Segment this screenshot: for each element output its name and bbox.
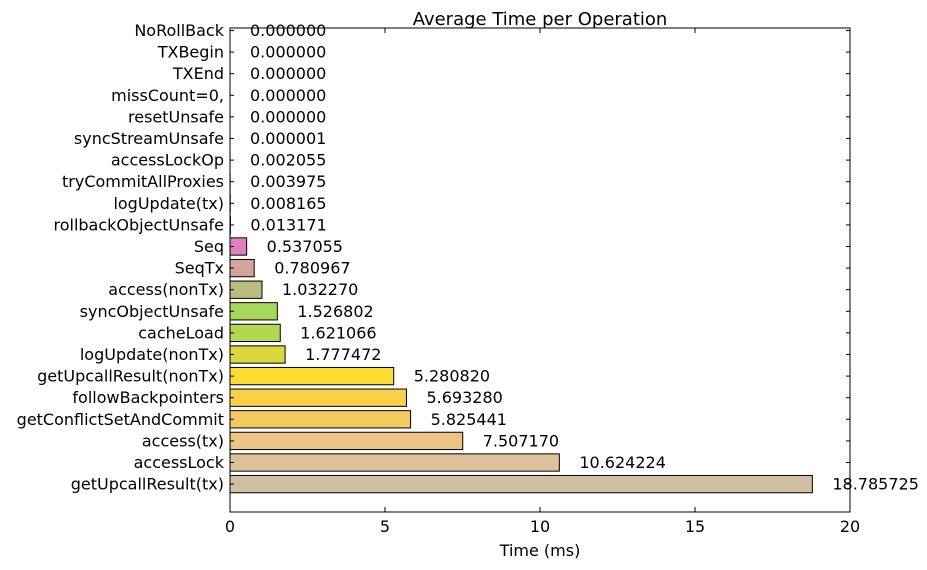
x-tick-label: 15	[685, 517, 705, 536]
value-label: 0.000000	[250, 64, 326, 83]
category-label: getUpcallResult(nonTx)	[37, 367, 224, 386]
bar	[229, 431, 464, 451]
category-label: accessLockOp	[111, 151, 224, 170]
bar	[229, 345, 286, 364]
value-label: 0.003975	[250, 172, 326, 191]
value-label: 7.507170	[483, 431, 559, 450]
value-label: 18.785725	[832, 475, 919, 494]
bar	[229, 366, 395, 386]
bar	[229, 410, 412, 429]
x-tick-label: 0	[225, 517, 235, 536]
bar	[229, 388, 407, 407]
category-label: access(nonTx)	[108, 280, 224, 299]
category-label: syncStreamUnsafe	[74, 129, 224, 148]
category-label: logUpdate(nonTx)	[80, 345, 224, 364]
category-label: accessLock	[134, 453, 225, 472]
category-label: TXBegin	[157, 43, 224, 62]
value-labels: 0.000000 0.000000 0.000000 0.000000 0.000000…	[250, 21, 919, 494]
category-label: logUpdate(tx)	[113, 194, 224, 213]
bar	[229, 302, 278, 321]
category-label: cacheLoad	[138, 323, 224, 342]
x-axis: 0 5 10 15 20	[225, 28, 860, 536]
category-label: resetUnsafe	[128, 107, 224, 126]
x-tick-label: 20	[840, 517, 860, 536]
value-label: 0.000000	[250, 107, 326, 126]
value-label: 0.537055	[267, 237, 343, 256]
value-label: 5.280820	[414, 367, 490, 386]
category-label: TXEnd	[172, 64, 224, 83]
value-label: 5.825441	[431, 410, 507, 429]
value-label: 0.780967	[274, 259, 350, 278]
bar	[229, 323, 281, 343]
value-label: 0.000000	[250, 43, 326, 62]
bars-group	[229, 150, 813, 494]
category-label: access(tx)	[142, 431, 224, 450]
value-label: 0.008165	[250, 194, 326, 213]
value-label: 5.693280	[426, 388, 502, 407]
bar	[229, 280, 263, 299]
bar	[229, 453, 560, 472]
value-label: 0.000000	[250, 86, 326, 105]
x-tick-label: 5	[380, 517, 390, 536]
category-label: getUpcallResult(tx)	[71, 475, 224, 494]
value-label: 0.000001	[250, 129, 326, 148]
category-label: rollbackObjectUnsafe	[53, 215, 224, 234]
category-label: missCount=0,	[111, 86, 224, 105]
plot-frame	[229, 27, 851, 513]
category-label: Seq	[194, 237, 224, 256]
value-label: 10.624224	[579, 453, 666, 472]
category-label: getConflictSetAndCommit	[17, 410, 224, 429]
value-label: 1.032270	[282, 280, 358, 299]
value-label: 0.013171	[250, 215, 326, 234]
category-label: syncObjectUnsafe	[80, 302, 224, 321]
category-labels: NoRollBack TXBegin TXEnd missCount=0, resetU…	[17, 21, 225, 494]
category-label: SeqTx	[175, 259, 224, 278]
category-label: tryCommitAllProxies	[62, 172, 224, 191]
x-axis-label: Time (ms)	[499, 541, 581, 560]
value-label: 0.002055	[250, 151, 326, 170]
value-label: 1.526802	[297, 302, 373, 321]
value-label: 0.000000	[250, 21, 326, 40]
category-label: NoRollBack	[134, 21, 224, 40]
x-tick-label: 10	[530, 517, 550, 536]
bar	[229, 474, 813, 494]
category-label: followBackpointers	[72, 388, 224, 407]
value-label: 1.621066	[300, 323, 376, 342]
value-label: 1.777472	[305, 345, 381, 364]
chart-title: Average Time per Operation	[413, 9, 668, 30]
